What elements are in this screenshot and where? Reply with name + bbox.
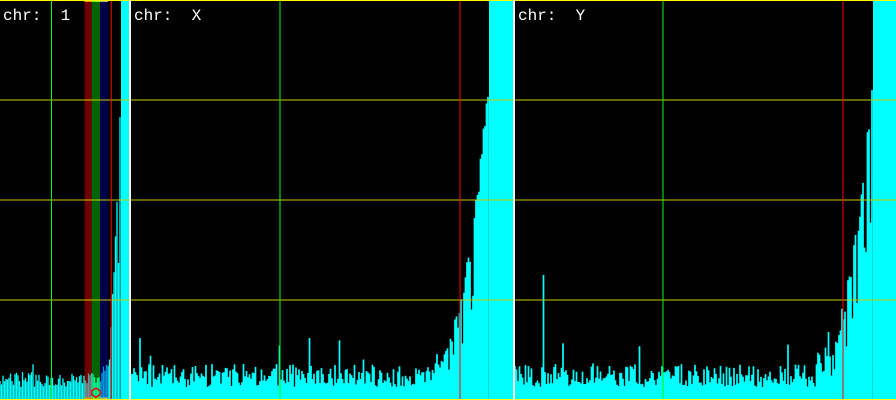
svg-text:chr: X: chr: X [134,7,202,25]
svg-text:chr: Y: chr: Y [518,7,586,25]
svg-text:chr: 1: chr: 1 [3,7,70,25]
